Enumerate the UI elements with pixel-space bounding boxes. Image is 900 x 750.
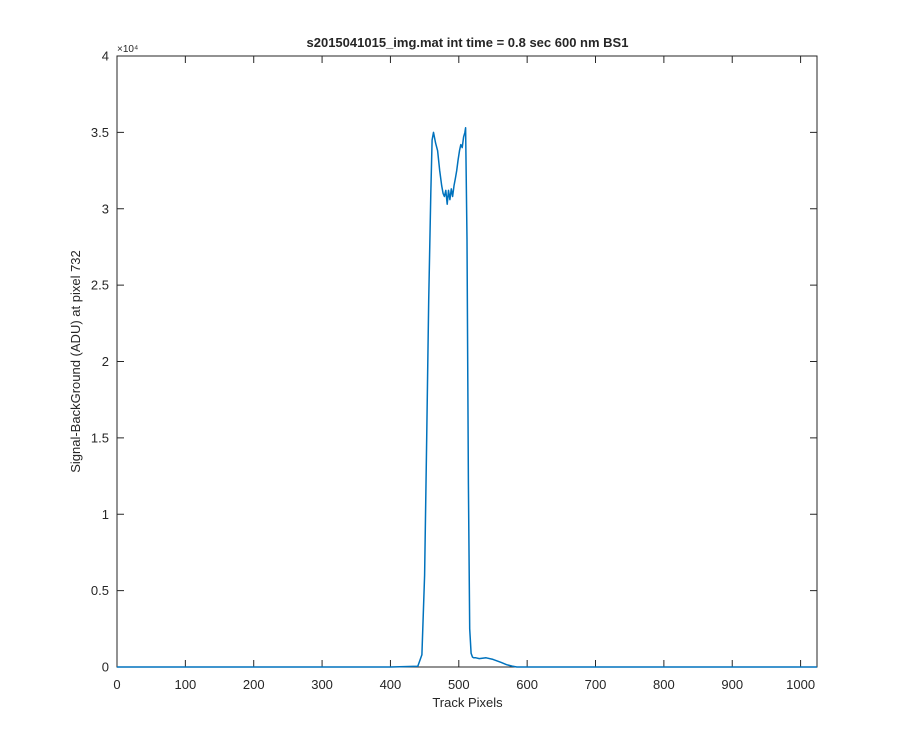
x-tick-label: 100 <box>175 677 197 692</box>
x-tick-label: 700 <box>585 677 607 692</box>
y-tick-label: 3.5 <box>91 125 109 140</box>
y-tick-label: 3 <box>102 201 109 216</box>
chart-title: s2015041015_img.mat int time = 0.8 sec 6… <box>307 35 629 50</box>
x-tick-label: 1000 <box>786 677 815 692</box>
y-axis-label: Signal-BackGround (ADU) at pixel 732 <box>68 250 83 473</box>
y-tick-label: 2.5 <box>91 278 109 293</box>
y-tick-label: 4 <box>102 49 109 64</box>
x-tick-label: 0 <box>113 677 120 692</box>
x-tick-label: 500 <box>448 677 470 692</box>
x-tick-label: 200 <box>243 677 265 692</box>
x-tick-label: 800 <box>653 677 675 692</box>
y-tick-label: 0 <box>102 660 109 675</box>
y-tick-label: 0.5 <box>91 583 109 598</box>
x-tick-label: 600 <box>516 677 538 692</box>
y-tick-label: 1.5 <box>91 430 109 445</box>
y-axis-exponent: ×10⁴ <box>117 44 138 55</box>
x-tick-label: 300 <box>311 677 333 692</box>
x-axis-label: Track Pixels <box>432 695 503 710</box>
y-axis-ticks: 0 0.5 1 1.5 2 2.5 3 3.5 4 <box>91 49 817 675</box>
y-tick-label: 1 <box>102 507 109 522</box>
x-tick-label: 400 <box>380 677 402 692</box>
series-line <box>117 127 817 668</box>
x-tick-label: 900 <box>721 677 743 692</box>
x-axis-ticks: 0 100 200 300 400 500 600 700 800 900 1000 <box>113 56 815 692</box>
y-tick-label: 2 <box>102 354 109 369</box>
